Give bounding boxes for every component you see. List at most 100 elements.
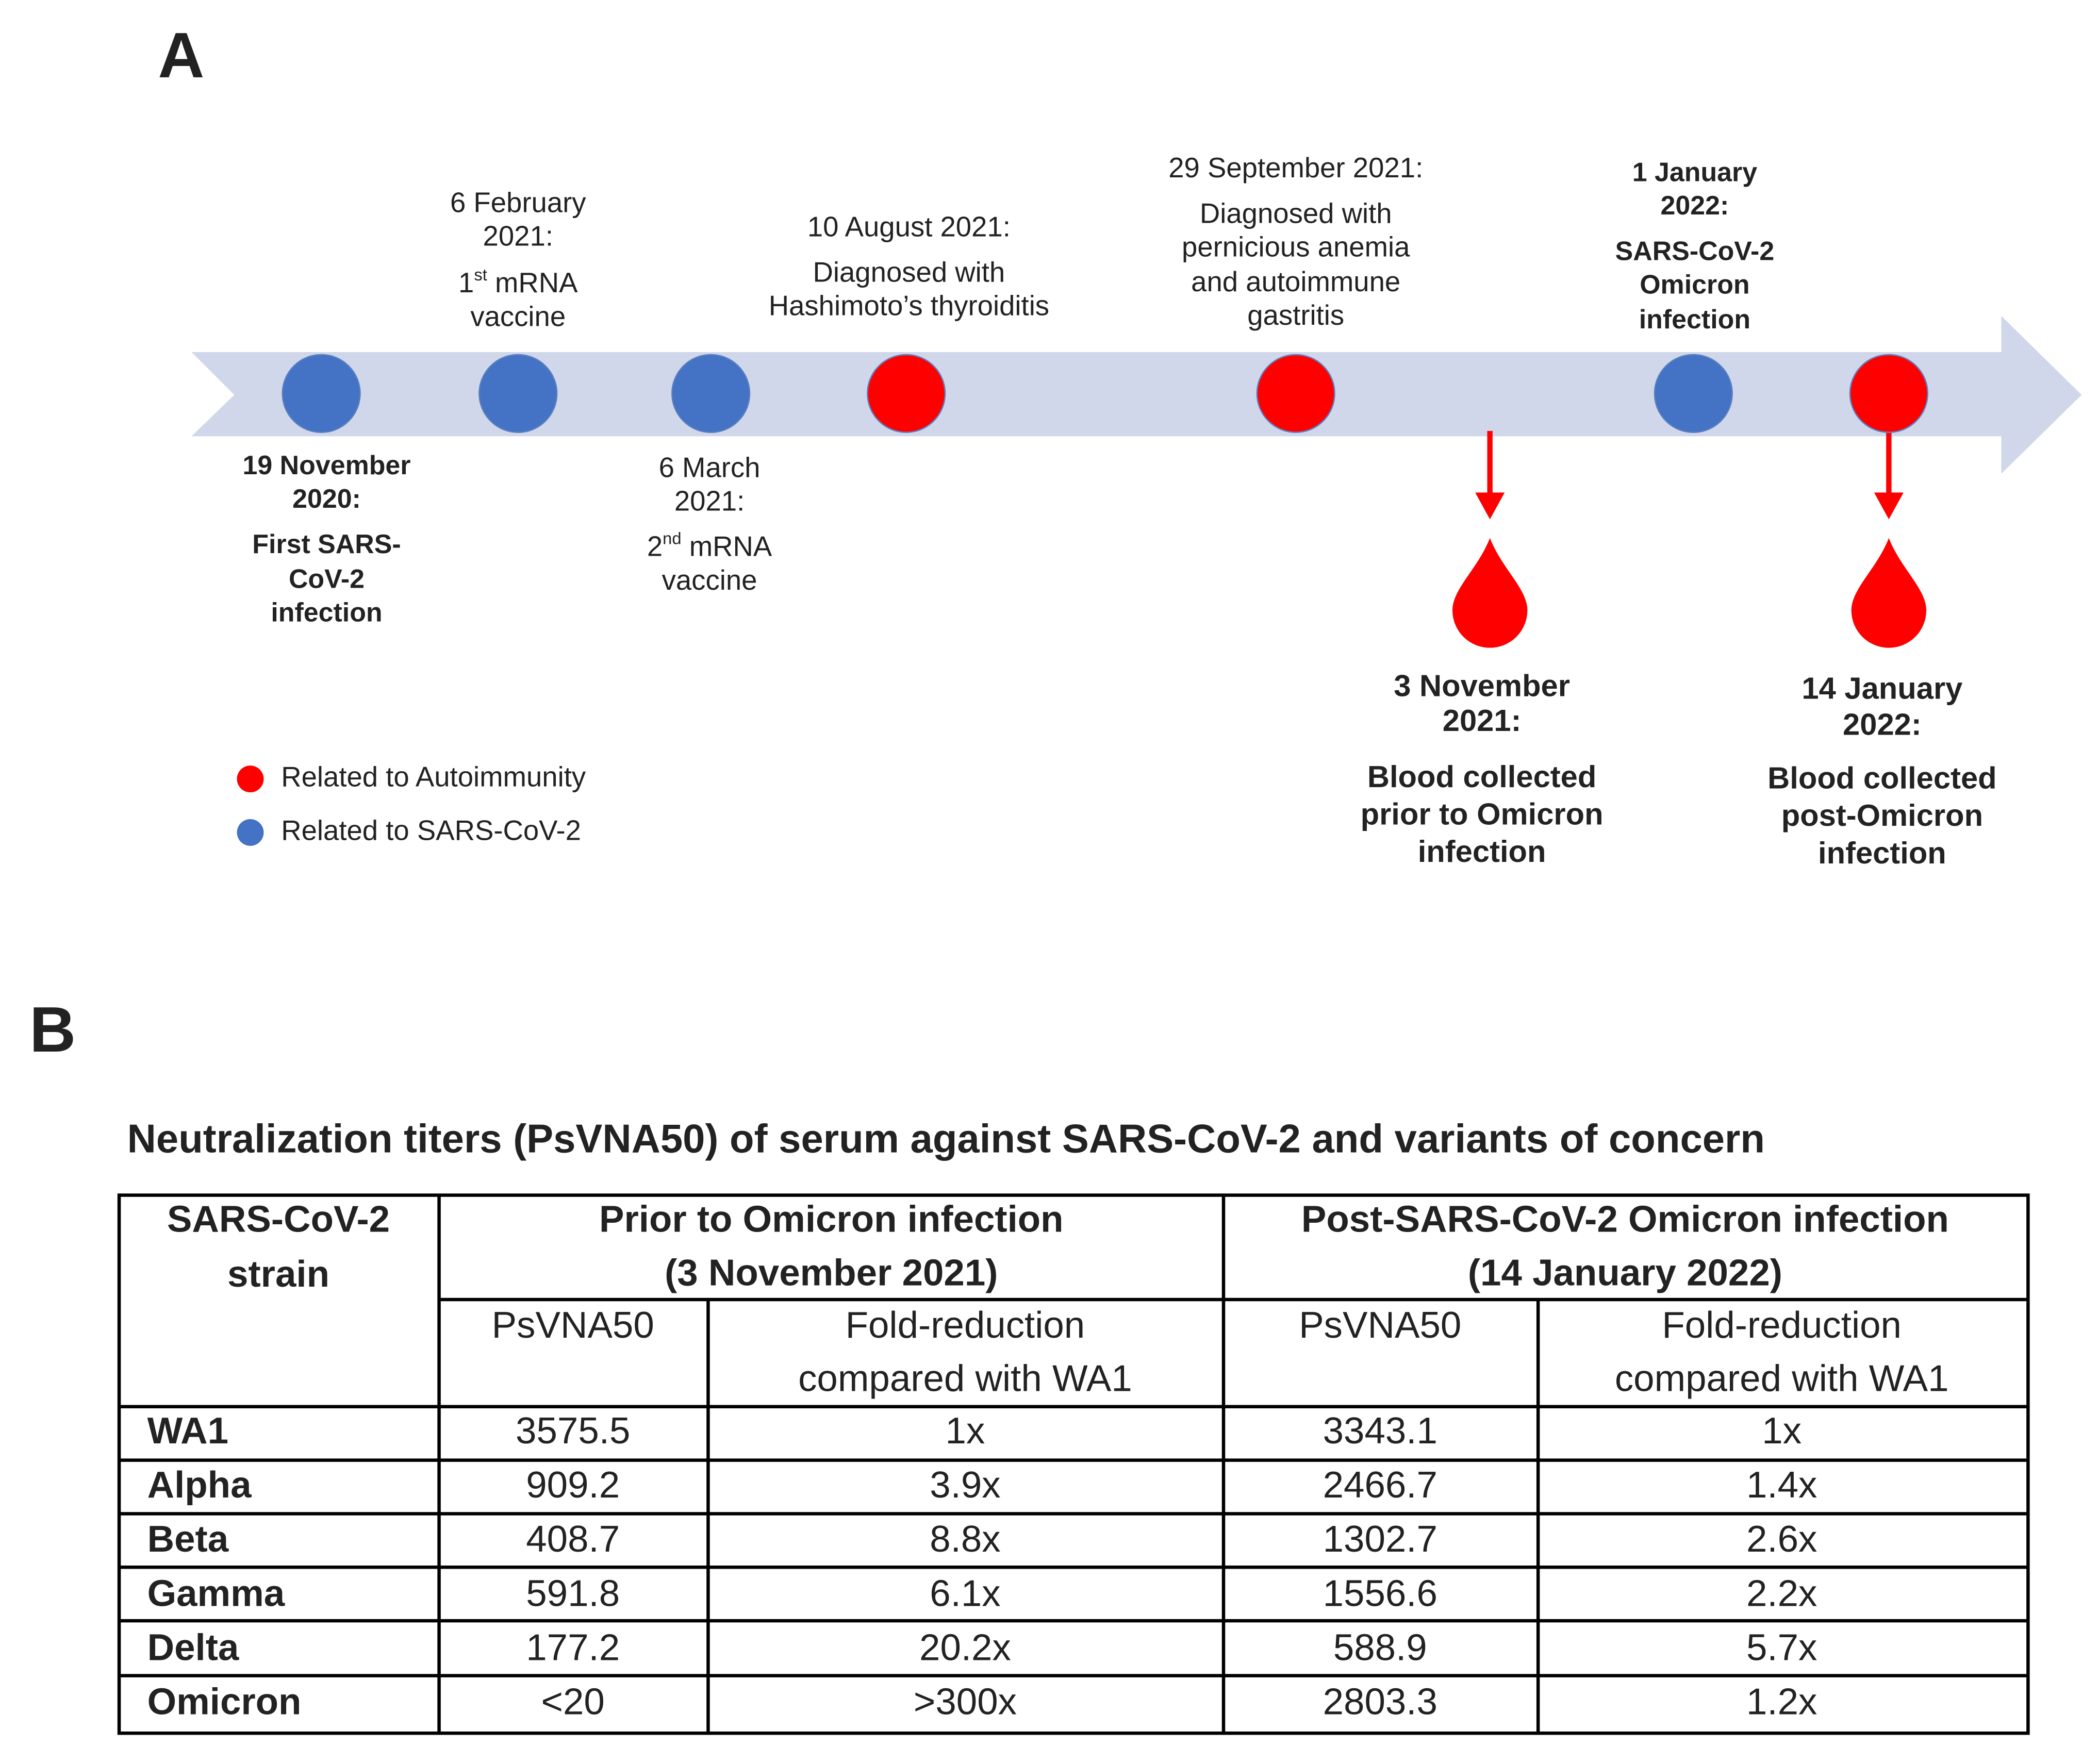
sample-label: Blood collected: [1767, 760, 1997, 795]
event-label: 19 November: [242, 451, 410, 480]
blood-drop: [1452, 538, 1528, 648]
timeline-arrow: [191, 315, 2082, 474]
table-border: [117, 1193, 2030, 1735]
event-label: Diagnosed with: [1200, 197, 1392, 229]
table-cell: 5.7x: [1746, 1626, 1817, 1668]
table-cell: 2.6x: [1746, 1518, 1817, 1560]
event-label: SARS-CoV-2: [1615, 236, 1775, 266]
event-label: Diagnosed with: [813, 257, 1005, 288]
group-header: Prior to Omicron infection: [599, 1199, 1064, 1240]
event-label: 2nd mRNA: [647, 528, 772, 562]
event-label: CoV-2: [289, 564, 365, 594]
event-dot: [671, 354, 751, 433]
table-cell: 3.9x: [930, 1464, 1000, 1506]
event-dot: [1849, 354, 1928, 433]
table-cell: 588.9: [1333, 1626, 1427, 1668]
text-part: mRNA: [682, 531, 772, 562]
legend-dot: [237, 765, 264, 793]
event-label: Hashimoto’s thyroiditis: [769, 290, 1049, 322]
group-header: (14 January 2022): [1468, 1252, 1782, 1294]
event-dot: [282, 354, 361, 433]
panel-label: A: [158, 20, 204, 91]
sample-label: 2022:: [1843, 707, 1922, 742]
arrow-head: [1874, 492, 1904, 520]
sample-arrows: [1452, 425, 1927, 648]
subcolumn-header: Fold-reduction: [1662, 1304, 1902, 1346]
legend-label: Related to SARS-CoV-2: [281, 814, 581, 846]
table-cell: 8.8x: [930, 1518, 1000, 1560]
table-cell: 3343.1: [1323, 1410, 1437, 1452]
table-cell: 1x: [1762, 1410, 1801, 1452]
arrow-head: [1475, 492, 1505, 520]
blood-drop: [1851, 538, 1927, 648]
event-label: 6 February: [450, 187, 586, 219]
row-header: WA1: [147, 1410, 229, 1452]
event-label: 10 August 2021:: [807, 211, 1011, 242]
table-cell: 2466.7: [1323, 1464, 1437, 1506]
column-header: strain: [227, 1253, 329, 1295]
subcolumn-header: compared with WA1: [1615, 1358, 1949, 1400]
panel-label: B: [29, 994, 76, 1066]
table-cell: 177.2: [526, 1626, 620, 1668]
table-cell: 408.7: [526, 1518, 620, 1560]
event-label: 1st mRNA: [458, 265, 578, 299]
table-cell: 2803.3: [1323, 1681, 1437, 1723]
sample-label: 14 January: [1801, 671, 1962, 705]
row-header: Beta: [147, 1518, 229, 1560]
row-header: Omicron: [147, 1681, 302, 1723]
table-cell: 2.2x: [1746, 1572, 1817, 1614]
table-cell: 1556.6: [1323, 1572, 1437, 1614]
table-cell: >300x: [914, 1681, 1017, 1723]
table-cell: 1302.7: [1323, 1518, 1437, 1560]
subcolumn-header: PsVNA50: [1299, 1304, 1461, 1346]
superscript: st: [474, 265, 487, 284]
event-label: First SARS-: [252, 529, 401, 559]
table-grid: [117, 1193, 2030, 1735]
superscript: nd: [663, 528, 681, 547]
event-dot: [867, 354, 946, 433]
table-cell: <20: [541, 1681, 605, 1723]
legend-dot: [237, 819, 264, 846]
event-label: 2021:: [483, 221, 553, 252]
table-cell: 6.1x: [930, 1572, 1000, 1614]
event-label: 29 September 2021:: [1168, 152, 1423, 184]
event-dot: [1256, 354, 1335, 433]
sample-label: post-Omicron: [1781, 798, 1983, 833]
table-cell: 591.8: [526, 1572, 620, 1614]
sample-label: 3 November: [1394, 668, 1570, 703]
row-header: Alpha: [147, 1464, 252, 1506]
sample-label: infection: [1418, 834, 1546, 869]
table-cell: 1x: [946, 1410, 985, 1452]
sample-label: prior to Omicron: [1361, 797, 1604, 831]
group-header: Post-SARS-CoV-2 Omicron infection: [1301, 1199, 1949, 1240]
text-part: mRNA: [487, 267, 578, 298]
sample-label: 2021:: [1443, 703, 1522, 738]
column-header: SARS-CoV-2: [167, 1199, 390, 1240]
legend-label: Related to Autoimmunity: [281, 761, 586, 792]
table-cell: 20.2x: [919, 1626, 1011, 1668]
event-label: gastritis: [1247, 299, 1344, 331]
row-header: Delta: [147, 1626, 239, 1668]
subcolumn-header: PsVNA50: [492, 1304, 654, 1346]
text-part: 2: [647, 531, 663, 562]
table-cell: 3575.5: [516, 1410, 630, 1452]
sample-label: Blood collected: [1367, 759, 1597, 794]
event-label: Omicron: [1640, 270, 1749, 299]
event-label: infection: [271, 597, 382, 627]
text-part: 1: [458, 267, 474, 298]
event-dot: [1654, 354, 1733, 433]
event-label: vaccine: [470, 301, 566, 332]
event-label: pernicious anemia: [1182, 231, 1410, 262]
table-cell: 1.4x: [1746, 1464, 1817, 1506]
event-dot: [478, 354, 558, 433]
event-label: infection: [1639, 305, 1750, 335]
sample-label: infection: [1818, 836, 1946, 870]
event-label: and autoimmune: [1191, 266, 1400, 297]
table-cell: 1.2x: [1746, 1681, 1817, 1723]
event-label: vaccine: [662, 564, 757, 596]
row-header: Gamma: [147, 1572, 285, 1614]
event-label: 2020:: [292, 484, 361, 514]
subcolumn-header: compared with WA1: [798, 1358, 1132, 1400]
